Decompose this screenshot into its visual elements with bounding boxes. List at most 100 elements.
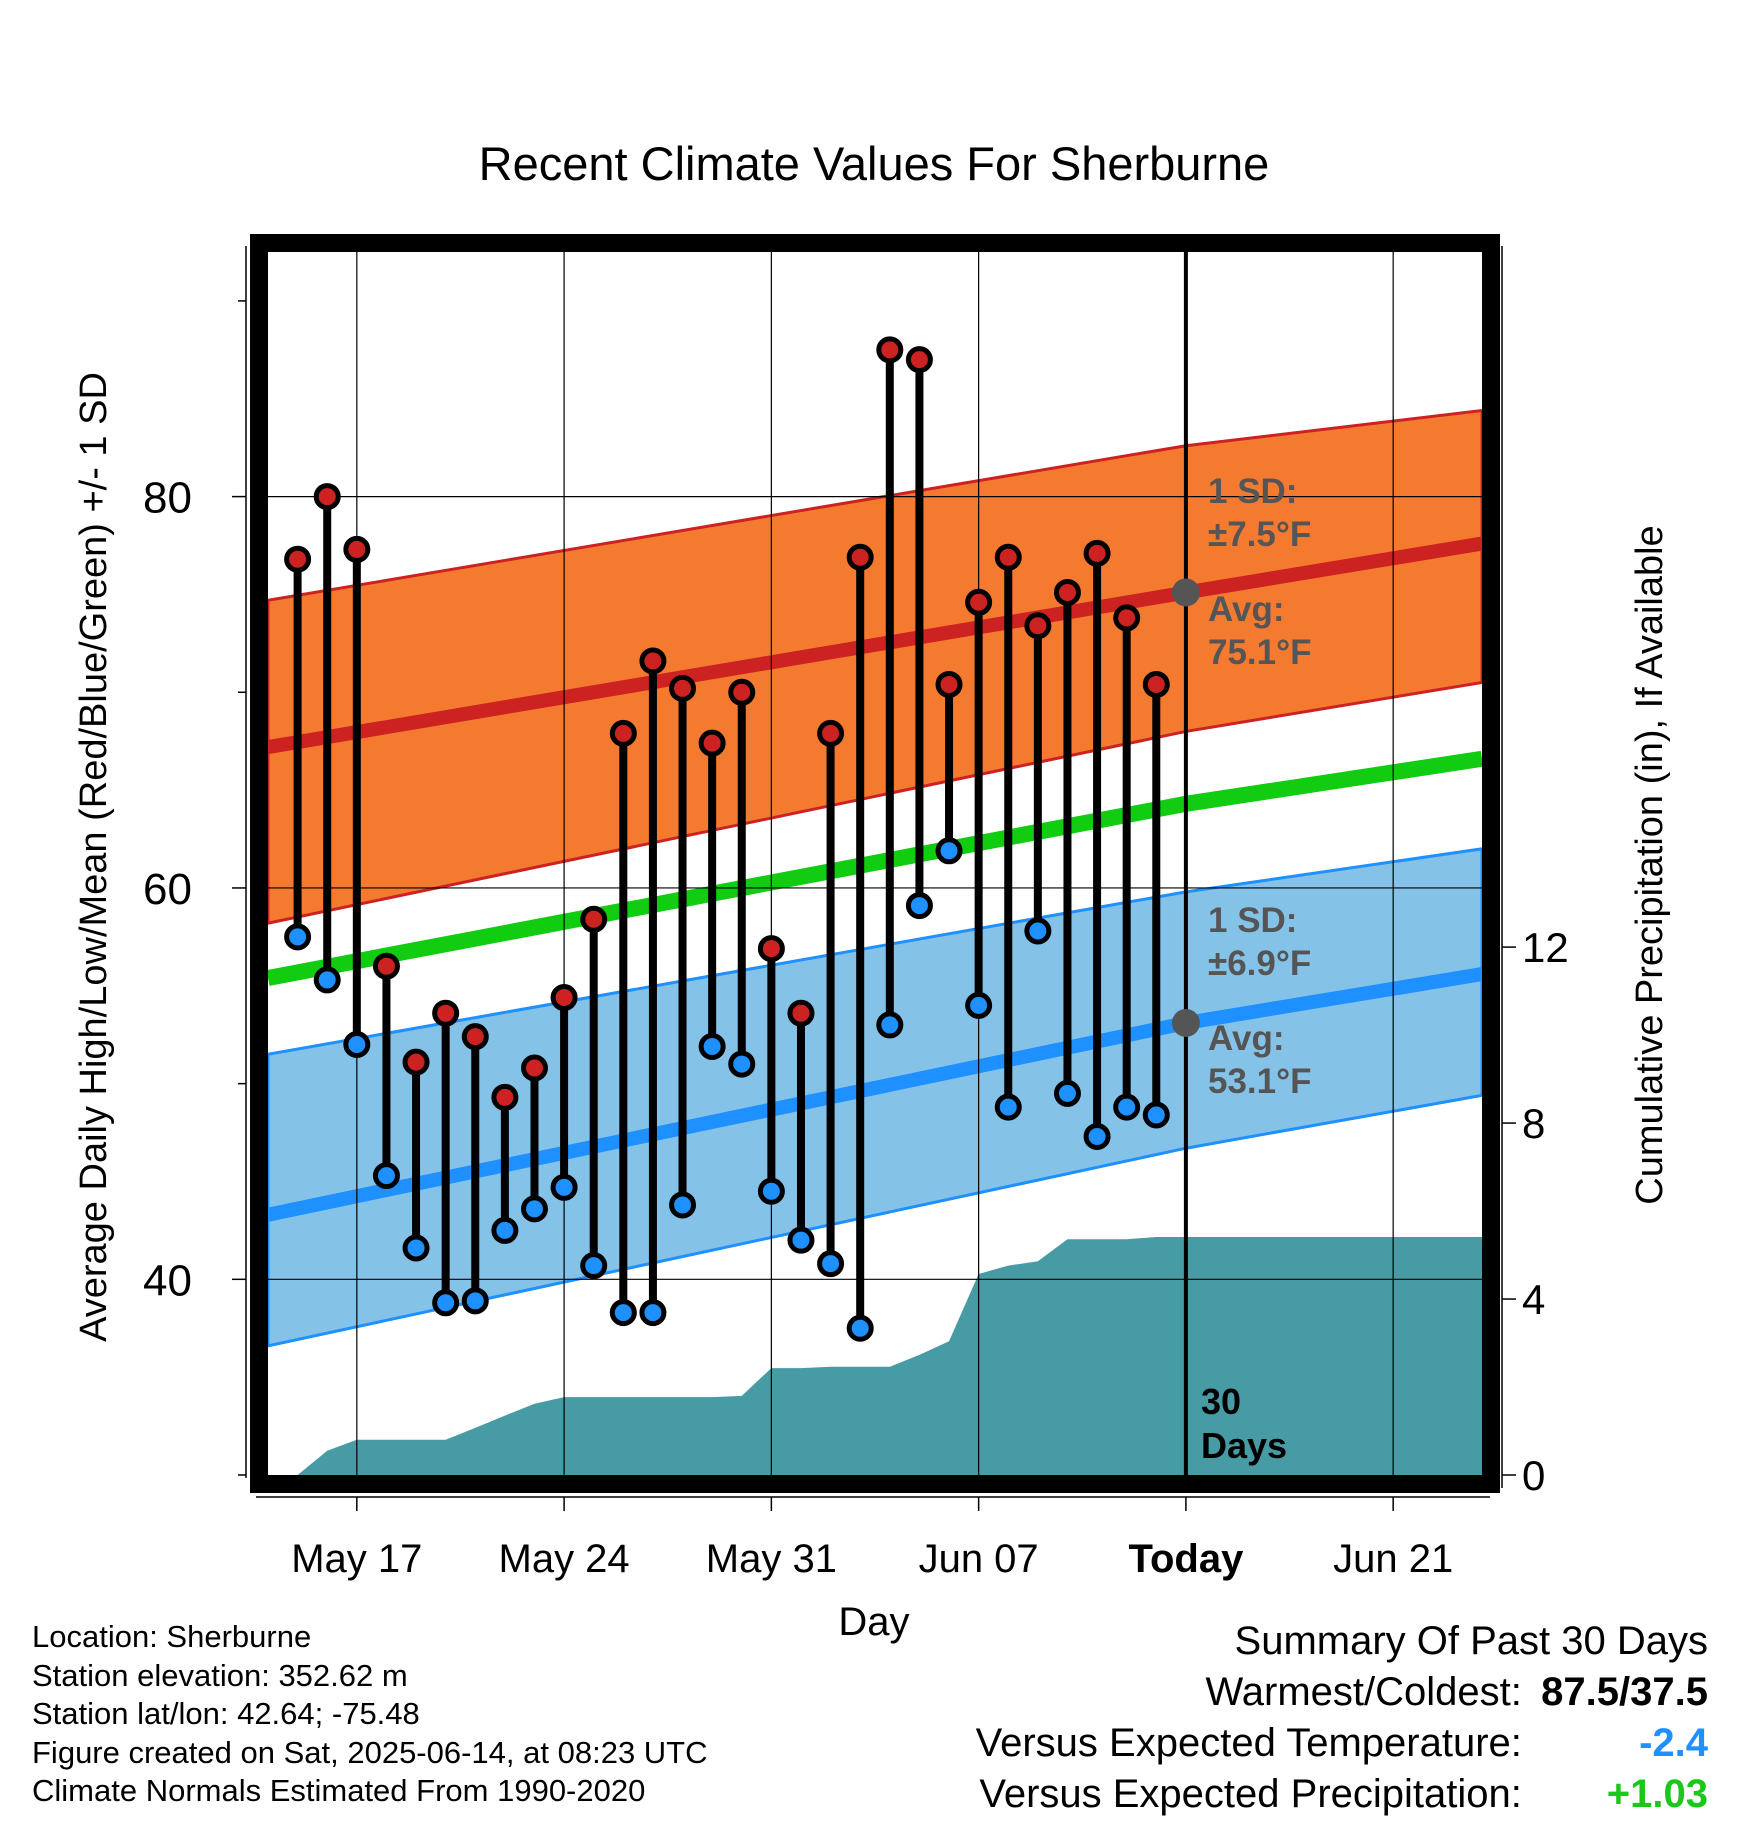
low-point xyxy=(728,1050,756,1078)
y2-tick-label: 4 xyxy=(1522,1276,1545,1323)
x-tick-label: May 31 xyxy=(706,1537,837,1581)
high-point xyxy=(1024,612,1052,640)
high-point xyxy=(1083,539,1111,567)
annotations: 1 SD: ±7.5°F Avg: 75.1°F 1 SD: ±6.9°F Av… xyxy=(1171,472,1312,1466)
plot-area xyxy=(268,252,1482,1475)
created-text: Figure created on Sat, 2025-06-14, at 08… xyxy=(32,1734,708,1770)
low-point xyxy=(609,1299,637,1327)
high-point xyxy=(313,483,341,511)
low-avg-value: 53.1°F xyxy=(1208,1062,1312,1101)
high-point xyxy=(491,1083,519,1111)
high-point xyxy=(965,588,993,616)
high-point xyxy=(609,719,637,747)
high-point xyxy=(580,905,608,933)
station-info: Location: Sherburne Station elevation: 3… xyxy=(32,1618,708,1811)
y2-tick-label: 12 xyxy=(1522,924,1569,971)
days-label: Days xyxy=(1201,1425,1287,1466)
precipitation-value: +1.03 xyxy=(1606,1772,1708,1816)
low-point xyxy=(669,1191,697,1219)
low-point xyxy=(343,1031,371,1059)
precipitation-row: Versus Expected Precipitation: +1.03 xyxy=(976,1769,1708,1820)
y-tick-label: 40 xyxy=(143,1256,192,1305)
high-point xyxy=(757,935,785,963)
low-sd-label: 1 SD: xyxy=(1208,901,1297,940)
high-point xyxy=(520,1054,548,1082)
days-count: 30 xyxy=(1201,1381,1241,1422)
high-sd-label: 1 SD: xyxy=(1208,472,1297,511)
low-point xyxy=(372,1162,400,1190)
low-point xyxy=(757,1177,785,1205)
high-point xyxy=(550,984,578,1012)
low-point xyxy=(817,1250,845,1278)
high-point xyxy=(402,1048,430,1076)
low-point xyxy=(461,1287,489,1315)
precipitation-label: Versus Expected Precipitation: xyxy=(979,1772,1522,1816)
high-avg-label: Avg: xyxy=(1208,590,1284,629)
y2-tick-label: 0 xyxy=(1522,1452,1545,1499)
y2-tick-label: 8 xyxy=(1522,1100,1545,1147)
warmest-coldest-value: 87.5/37.5 xyxy=(1541,1670,1708,1714)
low-point xyxy=(1113,1093,1141,1121)
x-axis-label: Day xyxy=(838,1600,909,1644)
high-point xyxy=(639,647,667,675)
temperature-row: Versus Expected Temperature: -2.4 xyxy=(976,1718,1708,1769)
low-point xyxy=(491,1216,519,1244)
high-point xyxy=(905,346,933,374)
warmest-coldest-row: Warmest/Coldest: 87.5/37.5 xyxy=(976,1667,1709,1718)
low-point xyxy=(905,892,933,920)
low-point xyxy=(550,1173,578,1201)
axes: 40 60 80 0 4 8 12 May 17 May 24 May 31 Jun 07 Today… xyxy=(143,234,1569,1581)
low-point xyxy=(1053,1079,1081,1107)
summary-title: Summary Of Past 30 Days xyxy=(1234,1619,1708,1663)
low-sd-value: ±6.9°F xyxy=(1208,944,1311,983)
normals-text: Climate Normals Estimated From 1990-2020 xyxy=(32,1773,646,1808)
low-point xyxy=(580,1252,608,1280)
high-point xyxy=(817,719,845,747)
location-text: Location: Sherburne xyxy=(32,1619,312,1654)
low-point xyxy=(994,1093,1022,1121)
temperature-value: -2.4 xyxy=(1639,1721,1708,1765)
high-point xyxy=(1142,670,1170,698)
high-point xyxy=(432,999,460,1027)
high-point xyxy=(372,952,400,980)
low-point xyxy=(639,1299,667,1327)
low-point xyxy=(935,837,963,865)
high-avg-marker xyxy=(1171,578,1200,607)
high-avg-value: 75.1°F xyxy=(1208,633,1312,672)
low-point xyxy=(402,1234,430,1262)
high-point xyxy=(284,545,312,573)
high-point xyxy=(698,729,726,757)
x-tick-label: Today xyxy=(1128,1537,1244,1581)
warmest-coldest-label: Warmest/Coldest: xyxy=(1205,1670,1522,1714)
high-point xyxy=(343,535,371,563)
low-point xyxy=(1024,917,1052,945)
high-point xyxy=(787,999,815,1027)
y2-axis-label: Cumulative Precipitation (in), If Availa… xyxy=(1629,525,1671,1204)
x-tick-label: May 24 xyxy=(499,1537,630,1581)
high-point xyxy=(1053,578,1081,606)
low-point xyxy=(1142,1101,1170,1129)
axis-labels: Day Average Daily High/Low/Mean (Red/Blu… xyxy=(73,372,1671,1644)
low-point xyxy=(965,991,993,1019)
low-point xyxy=(520,1195,548,1223)
low-point xyxy=(284,923,312,951)
low-point xyxy=(846,1314,874,1342)
chart-title: Recent Climate Values For Sherburne xyxy=(479,137,1270,190)
low-point xyxy=(432,1289,460,1317)
high-point xyxy=(669,674,697,702)
high-point xyxy=(1113,604,1141,632)
high-point xyxy=(846,543,874,571)
y-axis-label: Average Daily High/Low/Mean (Red/Blue/Gr… xyxy=(73,372,115,1342)
x-tick-label: May 17 xyxy=(291,1537,422,1581)
low-point xyxy=(1083,1122,1111,1150)
y-tick-label: 80 xyxy=(143,474,192,523)
latlon-text: Station lat/lon: 42.64; -75.48 xyxy=(32,1696,420,1731)
high-point xyxy=(728,678,756,706)
x-tick-label: Jun 07 xyxy=(919,1537,1039,1581)
low-point xyxy=(698,1032,726,1060)
temperature-label: Versus Expected Temperature: xyxy=(975,1721,1522,1765)
high-sd-value: ±7.5°F xyxy=(1208,515,1311,554)
low-point xyxy=(313,966,341,994)
low-avg-label: Avg: xyxy=(1208,1019,1284,1058)
